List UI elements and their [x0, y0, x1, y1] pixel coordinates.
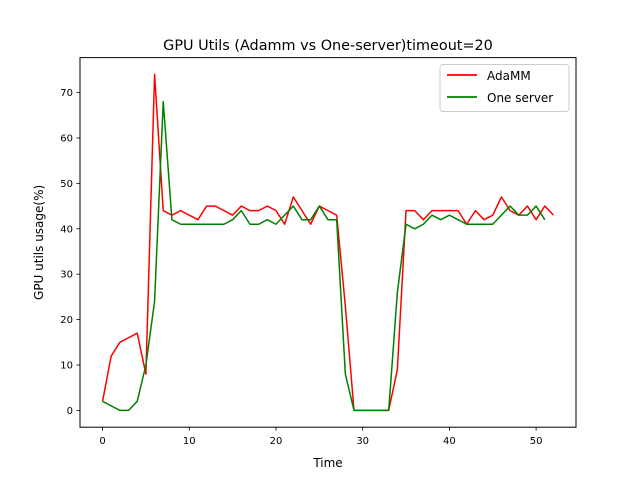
y-tick-label: 30 — [60, 270, 73, 281]
y-tick-label: 70 — [60, 88, 73, 99]
plot-lines — [101, 73, 554, 412]
x-axis-label: Time — [312, 456, 342, 470]
legend-box — [439, 64, 570, 112]
x-tick-label: 40 — [443, 436, 456, 447]
x-tick-label: 0 — [99, 436, 105, 447]
series-line-one-server — [102, 100, 546, 412]
legend: AdaMM One server — [439, 64, 570, 112]
x-axis-ticks: 0 10 20 30 40 50 — [99, 427, 542, 447]
series-line-adamm — [101, 73, 554, 412]
y-tick-label: 20 — [60, 315, 73, 326]
y-axis-ticks: 0 10 20 30 40 50 60 70 — [60, 88, 80, 417]
x-tick-label: 10 — [183, 436, 196, 447]
y-tick-label: 60 — [60, 133, 73, 144]
x-tick-label: 30 — [356, 436, 369, 447]
y-axis-label: GPU utils usage(%) — [32, 185, 46, 300]
y-tick-label: 0 — [67, 406, 73, 417]
y-tick-label: 50 — [60, 179, 73, 190]
legend-label-one-server: One server — [487, 91, 553, 105]
plot-frame — [79, 57, 577, 428]
x-tick-label: 50 — [530, 436, 543, 447]
y-tick-label: 10 — [60, 360, 73, 371]
x-tick-label: 20 — [270, 436, 283, 447]
chart-title: GPU Utils (Adamm vs One-server)timeout=2… — [163, 38, 493, 54]
legend-label-adamm: AdaMM — [487, 69, 531, 83]
y-tick-label: 40 — [60, 224, 73, 235]
